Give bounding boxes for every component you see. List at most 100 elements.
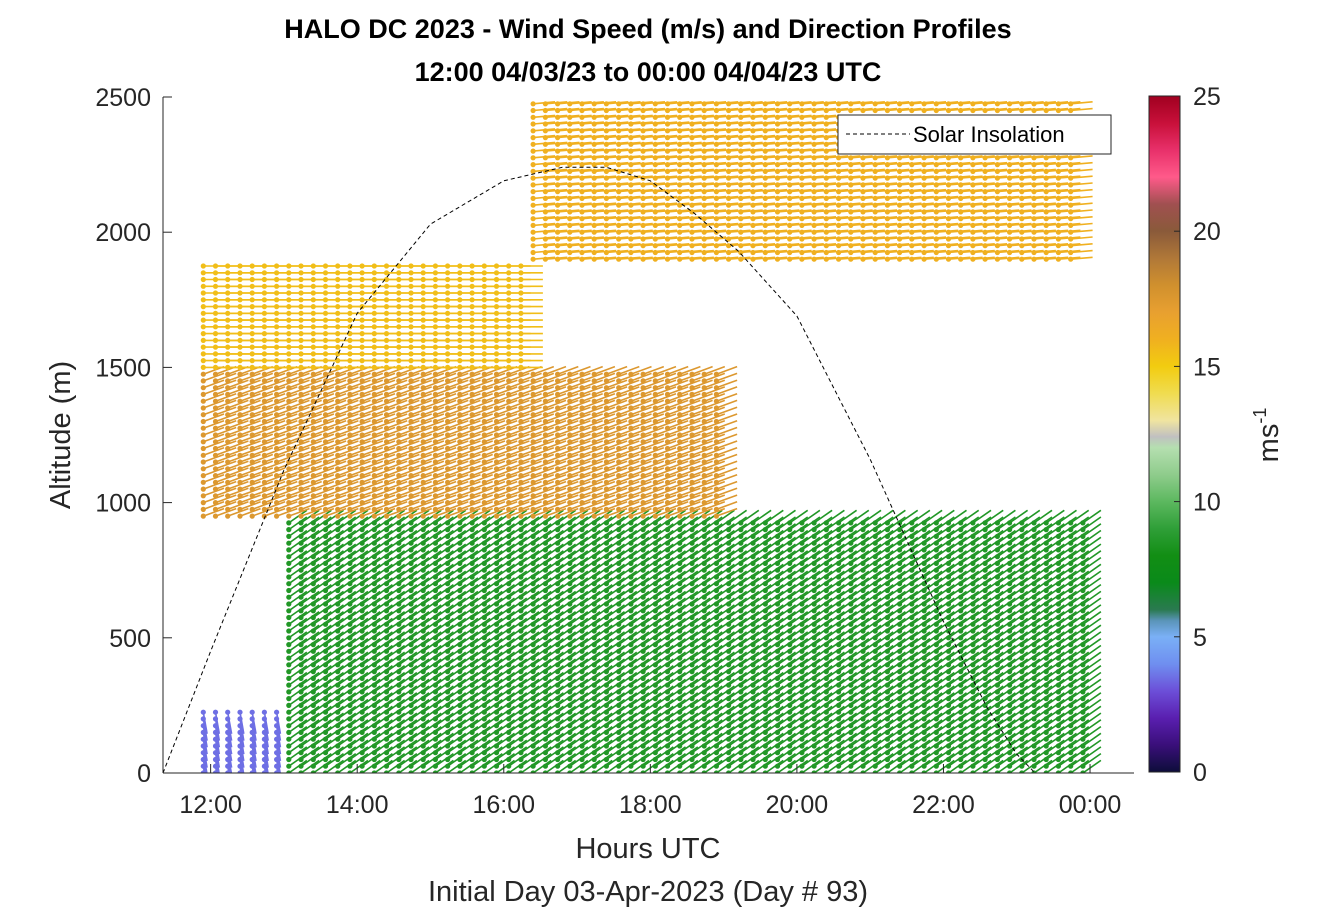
wind-barb [518,297,543,303]
wind-barb [200,467,225,479]
wind-barb [225,426,249,438]
wind-barb [200,447,225,458]
wind-barb [237,419,261,431]
wind-barb [518,317,543,323]
wind-barb [860,509,882,526]
wind-barb [261,453,286,465]
wind-barb [237,447,261,458]
wind-barb [225,501,249,512]
wind-barb [933,509,955,526]
wind-barb [261,433,286,445]
wind-barb [286,631,308,648]
wind-barb [884,509,906,526]
wind-barb [261,399,286,411]
wind-barb [286,638,308,654]
wind-barb [237,399,261,411]
wind-barb [212,447,237,458]
wind-barb [286,752,308,769]
wind-barb [261,379,286,391]
wind-barb [518,310,543,316]
wind-barb [274,379,298,391]
wind-barb [261,467,286,479]
wind-barb [811,509,833,526]
wind-barb [261,494,286,506]
wind-barb [261,474,286,485]
wind-barb [274,413,298,425]
wind-barb [225,480,249,492]
wind-barb [261,386,286,397]
wind-barb [212,386,237,397]
wind-barb [274,386,298,397]
wind-barb [237,709,245,734]
wind-barb [212,487,237,499]
wind-barb [286,658,308,675]
wind-barb [261,440,286,452]
wind-barb [225,474,249,485]
wind-barb [518,337,543,343]
wind-barb [200,460,225,472]
wind-barb [200,709,208,734]
wind-barb [261,501,286,512]
wind-barb [225,487,249,499]
wind-barb [274,399,298,411]
wind-barb [958,509,980,526]
wind-barb [212,460,237,472]
wind-barb [237,426,261,438]
wind-barb [286,725,308,742]
wind-barb [225,379,249,391]
wind-barb [249,426,274,438]
wind-barb [518,364,543,370]
wind-barb [518,331,543,337]
wind-barb [237,386,261,397]
wind-barb [286,759,308,773]
wind-barb [212,440,237,452]
wind-barb [212,413,237,425]
wind-barb [237,501,261,512]
wind-barb [249,501,274,512]
wind-barb [237,494,261,506]
wind-barb [249,379,274,391]
chart-title: HALO DC 2023 - Wind Speed (m/s) and Dire… [284,14,1011,44]
wind-barb [212,399,237,411]
wind-barb [200,494,225,506]
wind-barbs [200,101,1102,773]
wind-barb [249,419,274,431]
wind-barb [225,453,249,465]
wind-barb [286,698,308,715]
wind-barb [274,433,298,445]
wind-barb [237,406,261,418]
wind-barb [274,392,298,404]
wind-barb [200,440,225,452]
wind-barb [249,406,274,418]
wind-barb [286,651,308,668]
wind-barb [286,624,308,641]
wind-barb [200,487,225,499]
wind-barb [261,480,286,492]
wind-barb [237,480,261,492]
wind-barb [212,453,237,465]
wind-barb [872,509,894,526]
wind-barb [237,372,261,384]
wind-barb [921,509,943,526]
wind-barb [249,447,274,458]
wind-barb [286,719,308,736]
wind-barb [274,770,280,773]
wind-barb [286,739,308,756]
wind-barb [200,480,225,492]
wind-barb [286,678,308,695]
wind-barb [274,440,298,452]
wind-barb [274,447,298,458]
wind-barb [200,433,225,445]
wind-barb [762,509,784,526]
wind-barb [1007,509,1029,526]
wind-barb [274,453,298,465]
wind-barb [237,379,261,391]
wind-barb [274,372,298,384]
wind-barb [286,617,308,634]
wind-barb [994,509,1016,526]
wind-barb [200,419,225,431]
wind-barb [787,509,809,526]
wind-barb [286,712,308,729]
wind-barb [237,433,261,445]
